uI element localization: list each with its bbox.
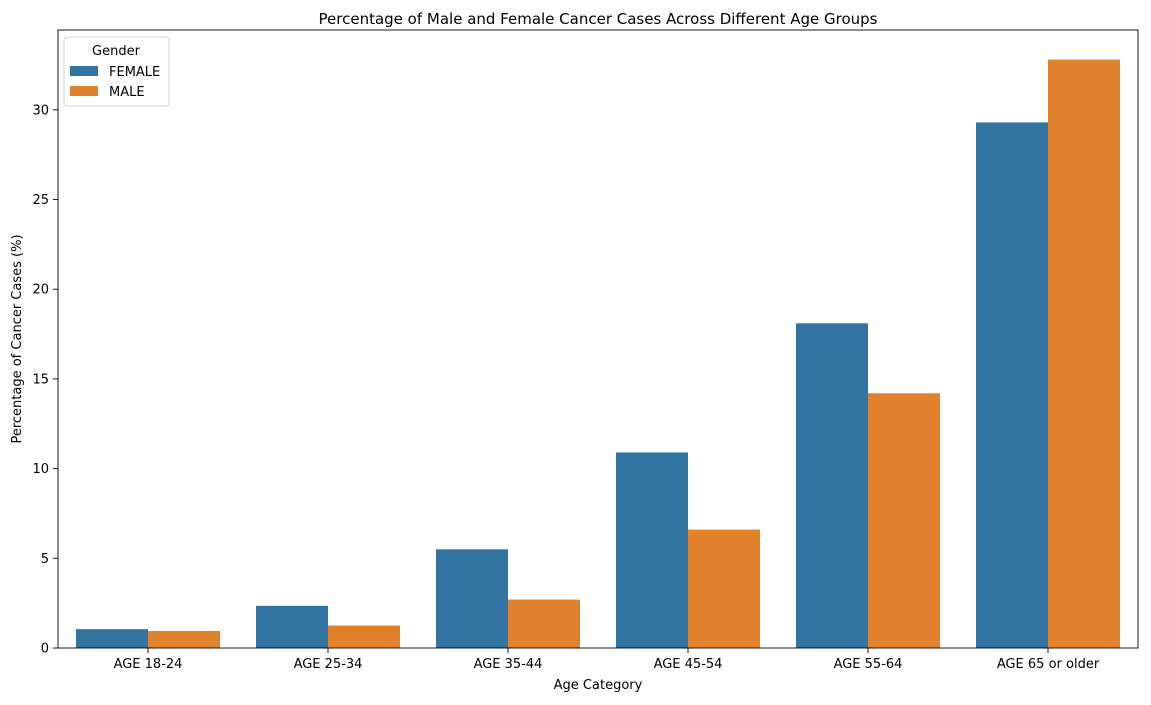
y-tick-label: 10 xyxy=(32,462,49,477)
bar-female xyxy=(76,629,148,648)
y-axis-label: Percentage of Cancer Cases (%) xyxy=(10,234,25,443)
x-tick-label: AGE 18-24 xyxy=(114,657,183,672)
bar-male xyxy=(148,630,220,648)
bar-female xyxy=(796,323,868,648)
x-tick-label: AGE 35-44 xyxy=(474,657,543,672)
chart-title: Percentage of Male and Female Cancer Cas… xyxy=(319,10,878,28)
bar-female xyxy=(976,122,1048,649)
bar-male xyxy=(688,529,760,648)
legend-label-male: MALE xyxy=(109,85,145,100)
y-tick-label: 5 xyxy=(41,552,49,567)
bar-female xyxy=(436,549,508,648)
x-tick-label: AGE 55-64 xyxy=(834,657,903,672)
bar-male xyxy=(868,393,940,648)
y-tick-label: 30 xyxy=(32,103,49,118)
legend-swatch-female xyxy=(70,66,98,76)
legend-swatch-male xyxy=(70,86,98,96)
plot-area: 0 5 10 15 20 25 30 AGE 18-24 AGE 25-34 AGE 35-44 A… xyxy=(32,59,1120,672)
y-tick-label: 0 xyxy=(41,642,49,657)
plot-frame xyxy=(57,29,1139,649)
bar-male xyxy=(328,625,400,648)
bar-male xyxy=(508,599,580,648)
x-tick-label: AGE 25-34 xyxy=(294,657,363,672)
legend-label-female: FEMALE xyxy=(109,65,160,80)
bar-female xyxy=(256,605,328,648)
legend-title: Gender xyxy=(92,44,141,59)
y-tick-label: 20 xyxy=(32,283,49,298)
x-tick-label: AGE 45-54 xyxy=(654,657,723,672)
x-axis-label: Age Category xyxy=(554,678,643,693)
y-tick-label: 15 xyxy=(32,372,49,387)
bar-male xyxy=(1048,59,1120,648)
x-tick-label: AGE 65 or older xyxy=(997,657,1100,672)
legend: Gender FEMALE MALE xyxy=(63,36,170,107)
y-tick-label: 25 xyxy=(32,193,49,208)
bar-female xyxy=(616,452,688,648)
